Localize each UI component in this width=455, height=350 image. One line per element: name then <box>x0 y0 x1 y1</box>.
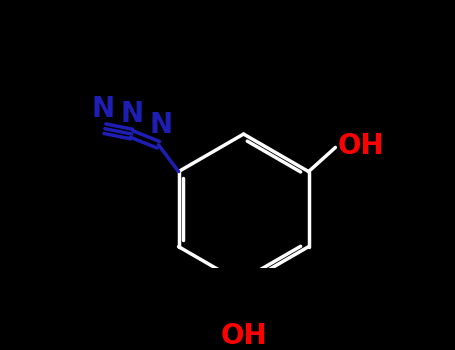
Text: N: N <box>120 100 143 128</box>
Text: OH: OH <box>220 322 267 350</box>
Text: N: N <box>150 111 173 139</box>
Text: N: N <box>92 95 115 123</box>
Text: OH: OH <box>338 132 385 160</box>
